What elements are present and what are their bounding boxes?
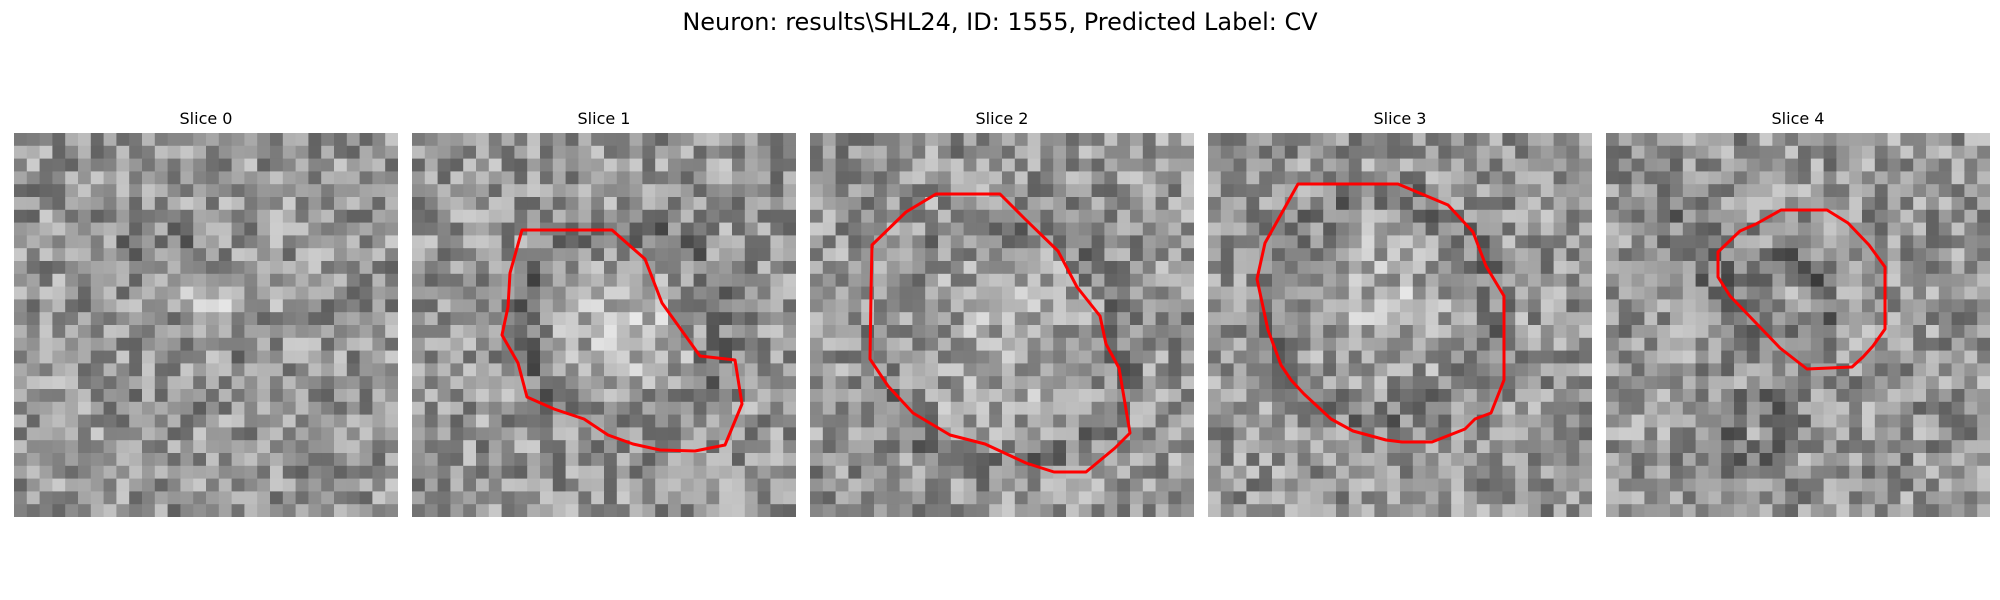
slice-image (1208, 133, 1592, 517)
segmentation-contour (1255, 182, 1506, 444)
slice-image (14, 133, 398, 517)
figure-title: Neuron: results\SHL24, ID: 1555, Predict… (682, 8, 1318, 36)
segmentation-contour (868, 192, 1132, 474)
slice-image (1606, 133, 1990, 517)
slice-title: Slice 4 (1771, 109, 1825, 128)
slice-title: Slice 3 (1373, 109, 1427, 128)
slice-title: Slice 1 (577, 109, 631, 128)
slice-title: Slice 0 (179, 109, 233, 128)
segmentation-contour (1716, 208, 1887, 371)
slice-image (412, 133, 796, 517)
segmentation-contour (500, 228, 744, 453)
slice-title: Slice 2 (975, 109, 1029, 128)
slice-image (810, 133, 1194, 517)
